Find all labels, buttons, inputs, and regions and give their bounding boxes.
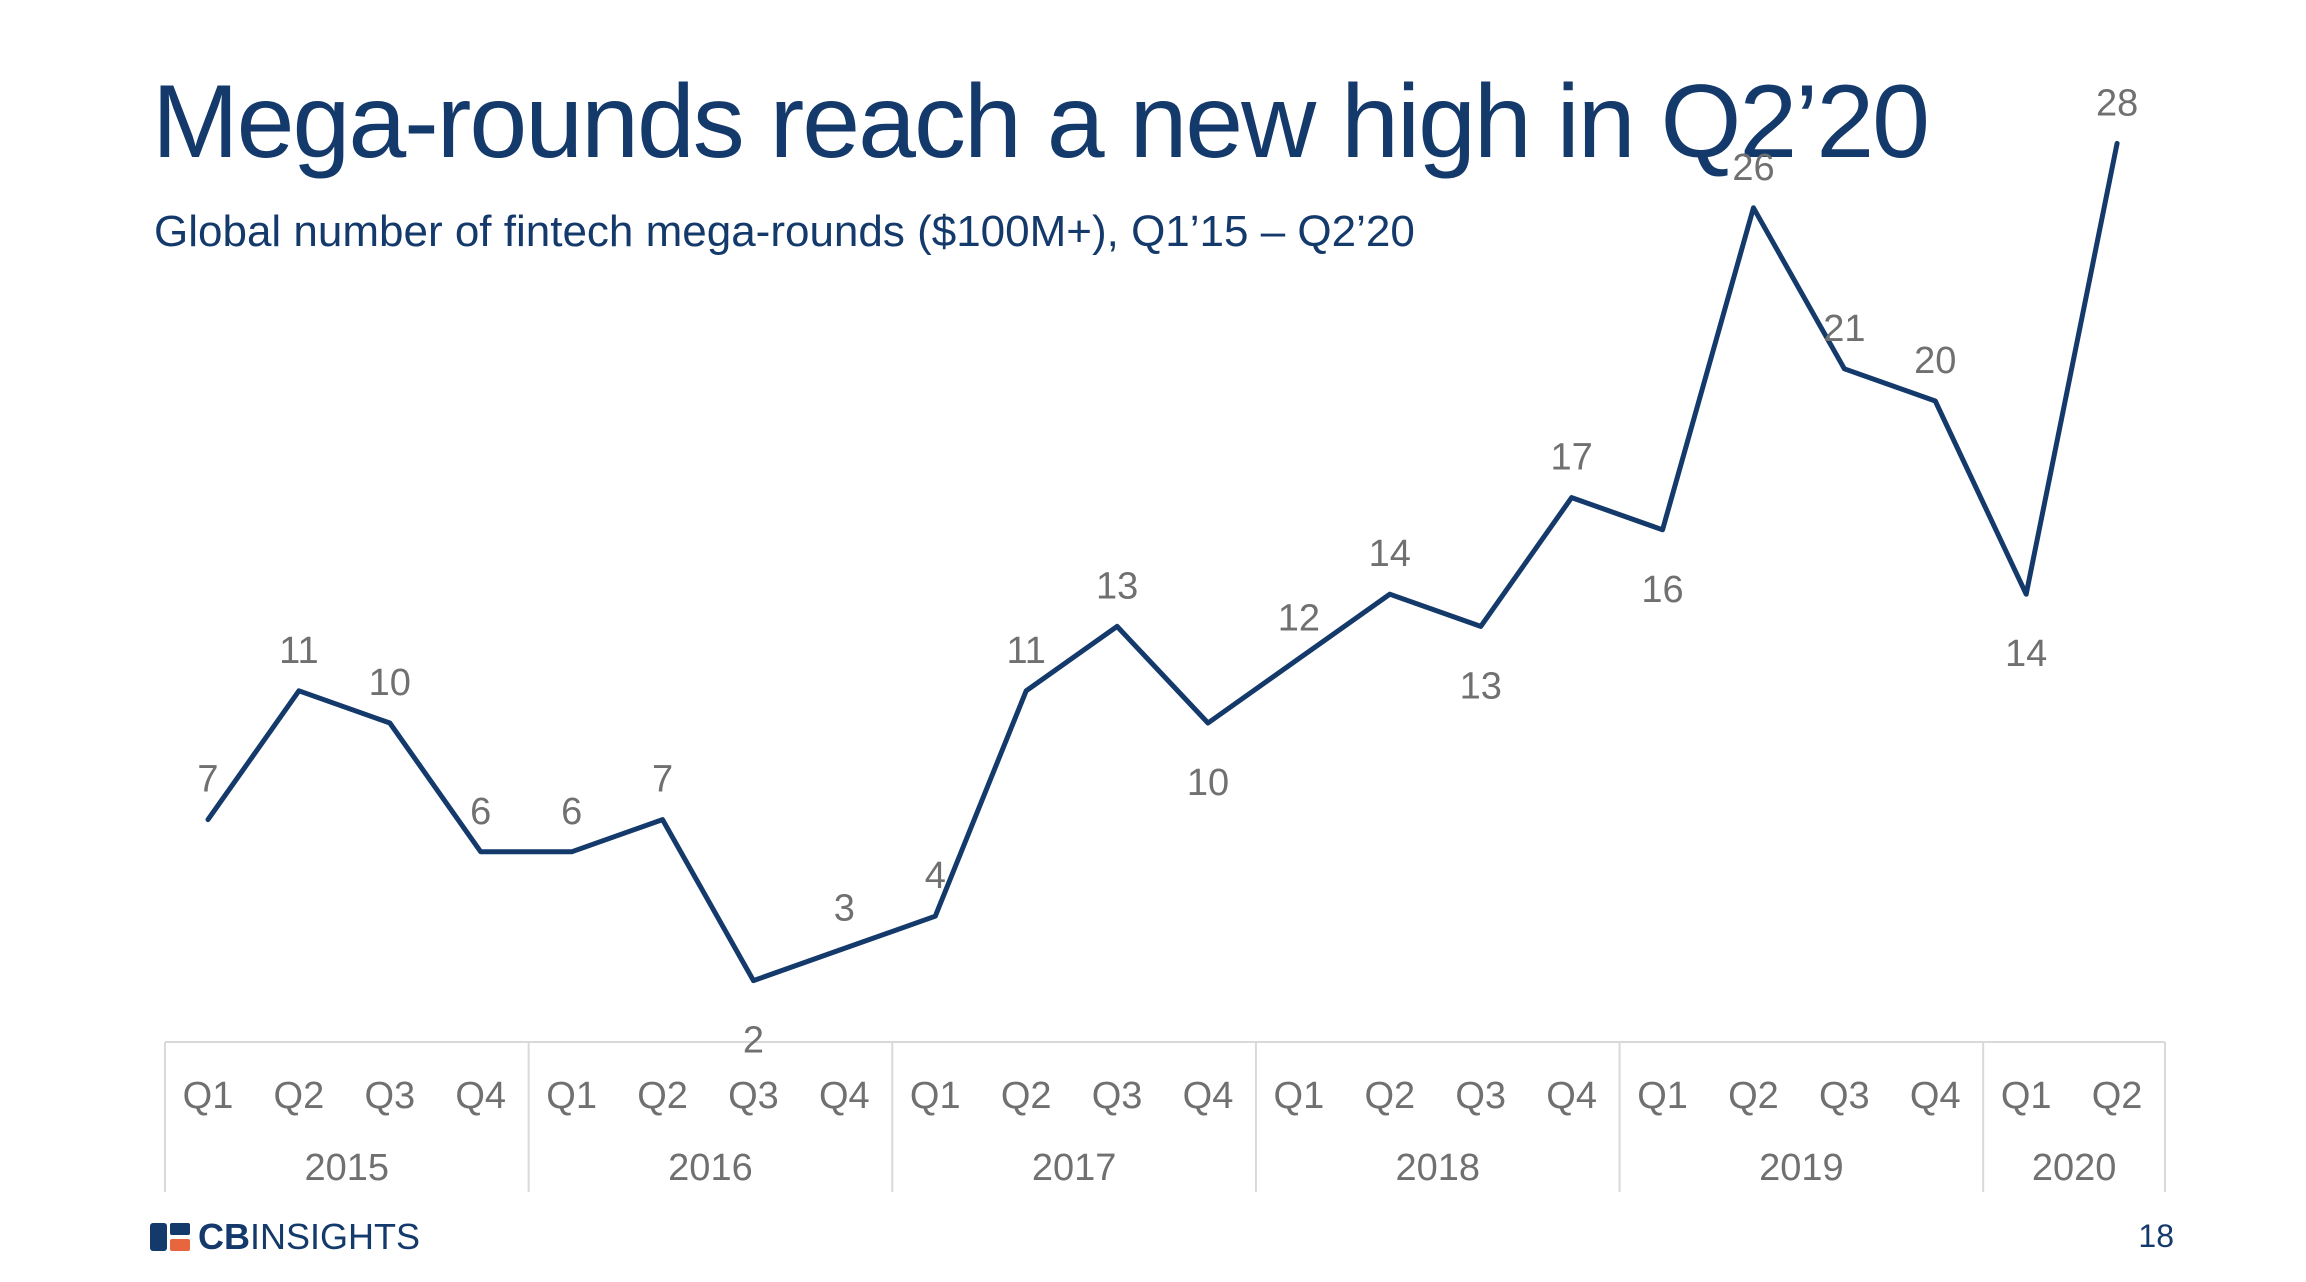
quarter-label: Q1 — [910, 1075, 961, 1117]
quarter-label: Q3 — [1455, 1075, 1506, 1117]
page-number: 18 — [2138, 1218, 2174, 1254]
quarter-label: Q2 — [1364, 1075, 1415, 1117]
data-label: 7 — [652, 759, 673, 801]
data-label: 11 — [1006, 630, 1045, 672]
logo-text-rest: INSIGHTS — [250, 1216, 421, 1257]
data-label: 10 — [369, 662, 411, 704]
data-label: 6 — [470, 791, 491, 833]
quarter-label: Q3 — [728, 1075, 779, 1117]
quarter-label: Q4 — [819, 1075, 870, 1117]
data-label: 2 — [743, 1020, 764, 1062]
quarter-label: Q4 — [1910, 1075, 1961, 1117]
year-label: 2015 — [305, 1147, 390, 1189]
data-label: 14 — [1369, 533, 1411, 575]
data-label: 13 — [1460, 665, 1502, 707]
year-label: 2018 — [1395, 1147, 1480, 1189]
quarter-label: Q3 — [1819, 1075, 1870, 1117]
slide-title: Mega-rounds reach a new high in Q2’20 — [152, 64, 1930, 180]
data-label: 11 — [279, 630, 318, 672]
logo-text: CBINSIGHTS — [198, 1216, 420, 1258]
slide-subtitle: Global number of fintech mega-rounds ($1… — [154, 207, 1415, 256]
quarter-label: Q3 — [1092, 1075, 1143, 1117]
quarter-label: Q1 — [1637, 1075, 1688, 1117]
data-label: 7 — [197, 759, 218, 801]
data-label: 4 — [925, 855, 946, 897]
quarter-label: Q4 — [1546, 1075, 1597, 1117]
data-label: 12 — [1278, 598, 1320, 640]
quarter-label: Q3 — [364, 1075, 415, 1117]
year-label: 2017 — [1032, 1147, 1117, 1189]
series-line — [205, 140, 2120, 984]
year-label: 2020 — [2032, 1147, 2117, 1189]
data-label: 20 — [1914, 340, 1956, 382]
data-label: 17 — [1550, 437, 1592, 479]
quarter-label: Q1 — [183, 1075, 234, 1117]
quarter-label: Q2 — [274, 1075, 325, 1117]
quarter-label: Q2 — [637, 1075, 688, 1117]
quarter-label: Q2 — [1001, 1075, 1052, 1117]
data-label: 13 — [1096, 565, 1138, 607]
quarter-label: Q1 — [546, 1075, 597, 1117]
year-label: 2016 — [668, 1147, 753, 1189]
data-label: 14 — [2005, 633, 2047, 675]
data-label: 16 — [1641, 569, 1683, 611]
cbinsights-logo-icon — [150, 1223, 190, 1251]
year-label: 2019 — [1759, 1147, 1844, 1189]
quarter-label: Q1 — [2001, 1075, 2052, 1117]
data-label: 21 — [1823, 308, 1865, 350]
quarter-label: Q4 — [1183, 1075, 1234, 1117]
data-label: 10 — [1187, 762, 1229, 804]
quarter-label: Q4 — [455, 1075, 506, 1117]
quarter-label: Q2 — [2092, 1075, 2143, 1117]
data-label: 3 — [834, 887, 855, 929]
data-label: 6 — [561, 791, 582, 833]
quarter-label: Q1 — [1274, 1075, 1325, 1117]
data-label: 26 — [1732, 147, 1774, 189]
quarter-label: Q2 — [1728, 1075, 1779, 1117]
logo-text-bold: CB — [198, 1216, 250, 1257]
data-label: 28 — [2096, 82, 2138, 124]
cbinsights-logo: CBINSIGHTS — [150, 1216, 420, 1258]
